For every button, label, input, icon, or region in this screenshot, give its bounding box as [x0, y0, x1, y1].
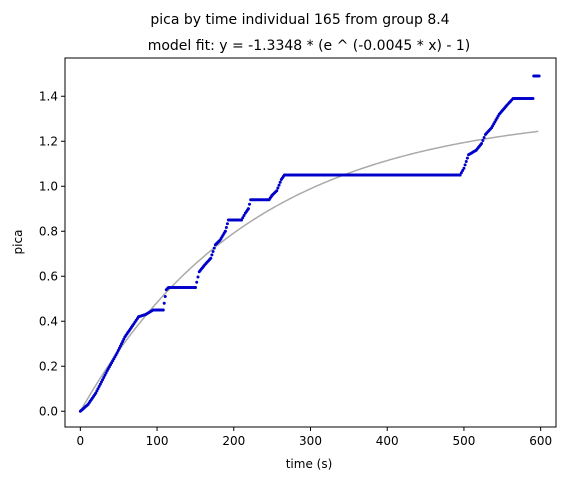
data-point: [278, 180, 282, 184]
x-tick-label: 200: [222, 434, 245, 448]
data-point: [481, 139, 485, 142]
data-point: [212, 246, 216, 250]
data-point: [104, 371, 108, 375]
x-tick-label: 0: [77, 434, 85, 448]
data-point: [103, 373, 107, 377]
y-axis: 0.0 0.2 0.4 0.6 0.8 1.0 1.2 1.4: [39, 89, 65, 418]
data-point: [246, 207, 250, 211]
data-point: [224, 226, 228, 229]
y-tick-label: 0.4: [39, 314, 58, 328]
x-tick-label: 100: [146, 434, 169, 448]
data-point: [461, 169, 465, 172]
data-point: [480, 142, 484, 145]
data-point: [102, 376, 106, 379]
data-point: [196, 275, 200, 279]
data-point: [482, 136, 486, 139]
data-point: [116, 349, 120, 352]
data-point: [242, 214, 246, 217]
data-point: [161, 308, 165, 312]
y-tick-label: 1.2: [39, 134, 58, 148]
data-point: [98, 382, 102, 386]
fit-curve-layer: [79, 130, 539, 412]
data-point: [97, 385, 101, 388]
y-tick-label: 0.8: [39, 224, 58, 238]
data-point: [458, 173, 462, 177]
y-tick-label: 0.6: [39, 269, 58, 283]
y-tick-label: 1.4: [39, 89, 58, 103]
data-point: [117, 346, 121, 350]
data-point: [462, 166, 466, 170]
chart-title: pica by time individual 165 from group 8…: [150, 12, 449, 28]
data-point: [223, 229, 227, 233]
data-point: [195, 280, 199, 284]
data-point: [211, 250, 215, 253]
x-tick-label: 400: [376, 434, 399, 448]
data-point: [122, 337, 126, 341]
x-axis: 0 100 200 300 400 500 600: [77, 427, 552, 448]
data-point: [464, 160, 468, 163]
data-points-layer: [78, 74, 541, 413]
data-point: [225, 222, 229, 226]
data-point: [210, 253, 214, 257]
data-point: [94, 391, 98, 395]
data-point: [275, 189, 279, 193]
data-point: [241, 216, 245, 220]
x-tick-label: 300: [299, 434, 322, 448]
data-point: [120, 342, 124, 346]
data-point: [531, 97, 535, 100]
x-tick-label: 600: [529, 434, 552, 448]
data-point: [101, 378, 105, 382]
data-point: [537, 74, 541, 78]
y-tick-label: 0.2: [39, 359, 58, 373]
data-point: [239, 218, 243, 222]
data-point: [209, 256, 213, 260]
plot-frame: [64, 57, 557, 428]
data-point: [193, 286, 197, 289]
data-point: [121, 340, 125, 343]
data-point: [99, 380, 103, 384]
chart-subtitle: model fit: y = -1.3348 * (e ^ (-0.0045 *…: [148, 38, 471, 54]
data-point: [248, 202, 252, 206]
plot-area: [78, 74, 541, 413]
data-point: [96, 387, 100, 391]
y-axis-label: pica: [11, 230, 25, 255]
data-point: [162, 301, 166, 305]
y-tick-label: 0.0: [39, 404, 58, 418]
y-tick-label: 1.0: [39, 179, 58, 193]
data-point: [95, 389, 99, 393]
data-point: [163, 295, 167, 298]
data-point: [115, 351, 119, 355]
data-point: [277, 183, 281, 187]
x-tick-label: 500: [452, 434, 475, 448]
data-point: [463, 163, 467, 167]
fit-curve: [79, 130, 539, 412]
data-point: [118, 344, 122, 348]
data-point: [276, 186, 280, 190]
data-point: [459, 171, 463, 175]
data-point: [465, 156, 469, 160]
x-axis-label: time (s): [286, 457, 333, 471]
